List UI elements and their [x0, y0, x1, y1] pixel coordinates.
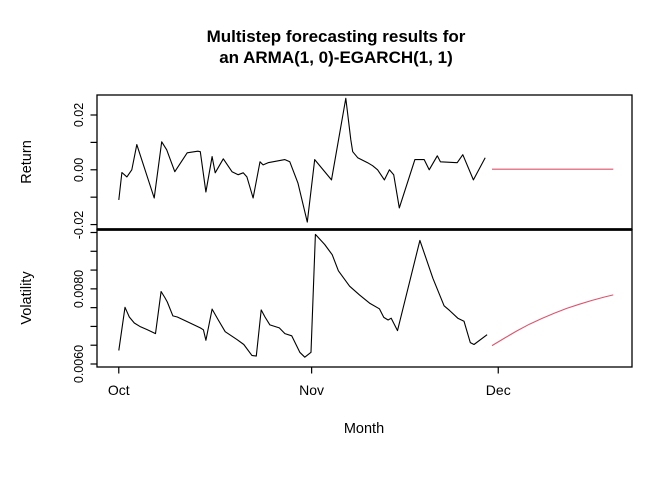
forecast-volatility-series: [491, 294, 614, 347]
return-y-tick-label: 0.00: [72, 157, 86, 182]
volatility-panel-box: [96, 228, 633, 368]
return-panel-box: [96, 94, 633, 231]
chart-title-line1: Multistep forecasting results for: [206, 27, 466, 46]
chart-title: Multistep forecasting results for an ARM…: [0, 26, 672, 68]
return-y-tick-label: -0.02: [72, 210, 86, 239]
observed-volatility-series: [118, 233, 488, 358]
return-y-tick-label: 0.02: [72, 102, 86, 128]
x-tick-label-oct: Oct: [107, 382, 130, 398]
x-axis-label: Month: [343, 421, 385, 437]
x-tick-label-nov: Nov: [299, 382, 325, 398]
volatility-y-tick-label: 0.0060: [72, 344, 86, 384]
volatility-y-tick-label: 0.0080: [72, 269, 86, 308]
x-tick-label-dec: Dec: [485, 382, 511, 398]
chart-title-line2: an ARMA(1, 0)-EGARCH(1, 1): [219, 48, 453, 67]
y-axis-label-return: Return: [19, 140, 35, 184]
y-axis-label-volatility: Volatility: [19, 271, 35, 325]
observed-return-series: [118, 97, 486, 223]
